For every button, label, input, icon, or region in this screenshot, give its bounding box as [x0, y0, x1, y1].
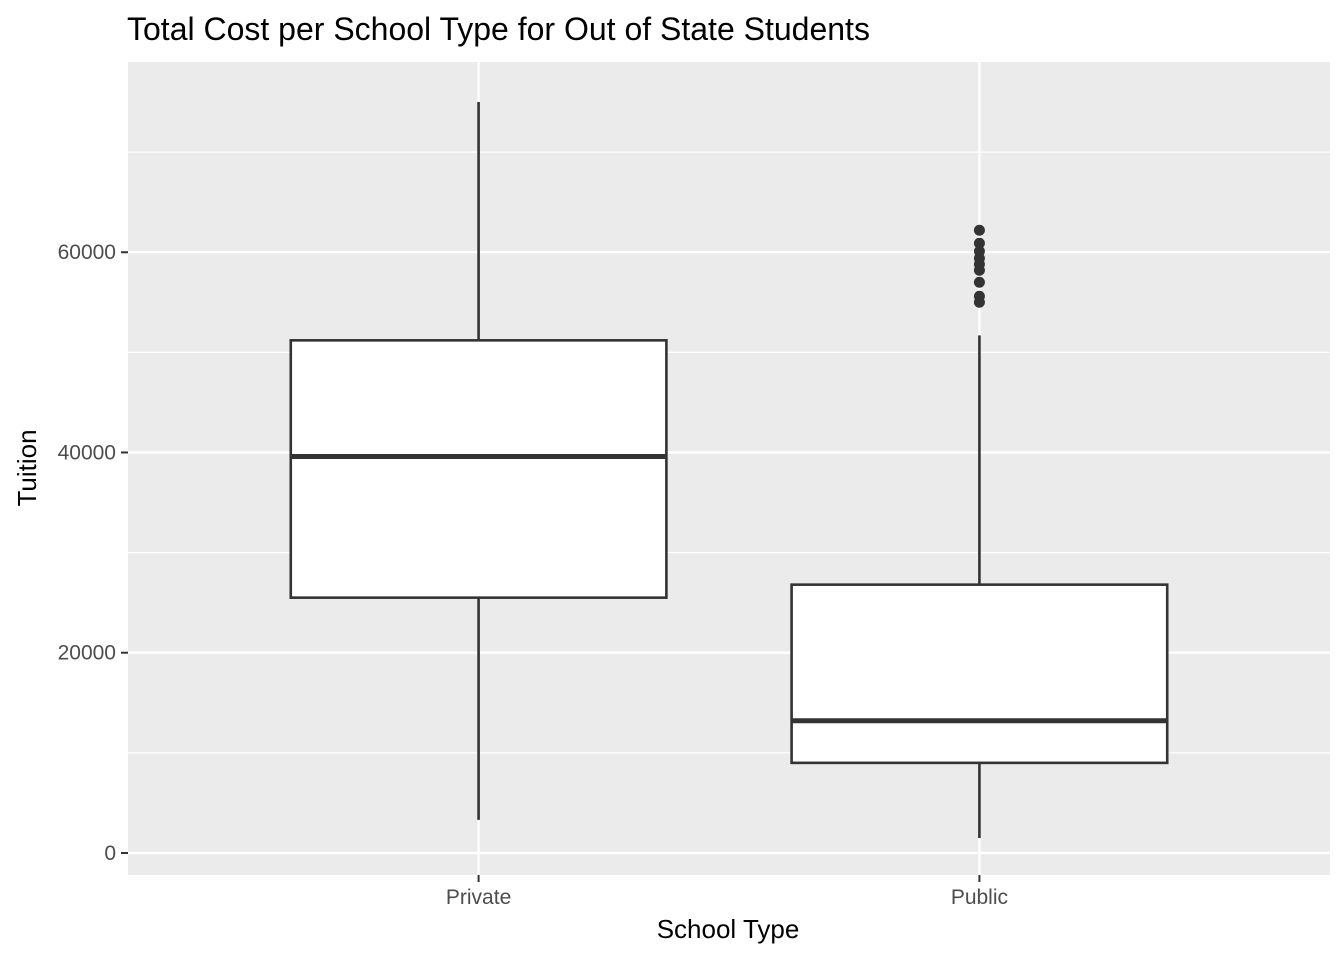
box-public: [790, 224, 1169, 838]
outlier-point: [973, 290, 985, 302]
y-axis: 0 20000 40000 60000: [58, 241, 128, 865]
x-tick-label: Public: [951, 886, 1008, 909]
y-axis-title: Tuition: [12, 429, 42, 506]
y-tick-label: 20000: [58, 642, 116, 665]
outlier-point: [973, 276, 985, 288]
outlier-point: [973, 224, 985, 236]
y-tick-label: 60000: [58, 241, 116, 264]
x-axis: Private Public: [446, 875, 1008, 909]
outlier-point: [973, 237, 985, 249]
y-tick-label: 0: [104, 842, 116, 865]
box-iqr: [289, 339, 668, 599]
chart-title: Total Cost per School Type for Out of St…: [127, 11, 870, 47]
outlier-point: [973, 245, 985, 257]
y-tick-label: 40000: [58, 441, 116, 464]
x-axis-title: School Type: [657, 914, 800, 944]
box-private: [289, 102, 668, 820]
boxplot-layer: [289, 102, 1169, 838]
box-iqr: [790, 583, 1169, 765]
x-tick-label: Private: [446, 886, 511, 909]
